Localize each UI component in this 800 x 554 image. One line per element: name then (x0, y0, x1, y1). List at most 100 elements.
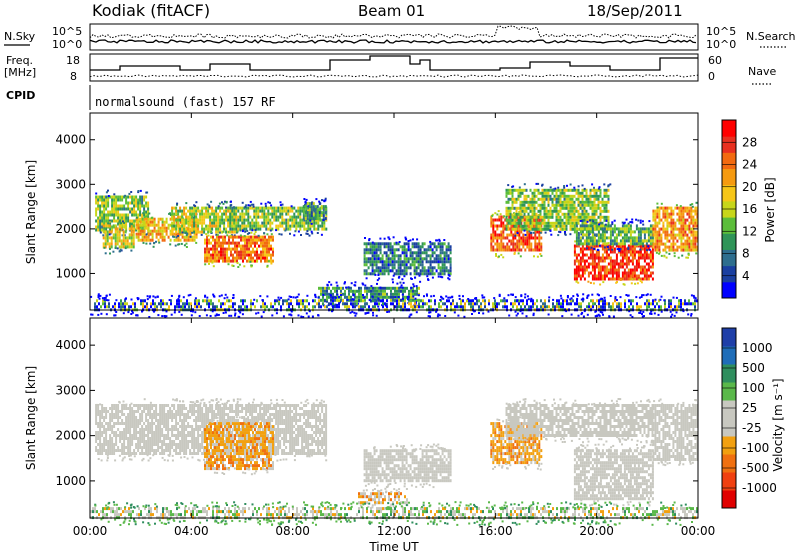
heatmap-cell (403, 263, 406, 267)
heatmap-cell (579, 191, 582, 195)
heatmap-cell (596, 299, 598, 303)
heatmap-cell (686, 242, 689, 246)
heatmap-cell (581, 221, 584, 225)
heatmap-cell (141, 213, 144, 217)
heatmap-cell (216, 244, 218, 248)
heatmap-cell (694, 242, 697, 246)
heatmap-cell (191, 235, 194, 239)
heatmap-cell (257, 206, 260, 210)
heatmap-cell (396, 289, 398, 293)
heatmap-cell (621, 271, 624, 275)
heatmap-cell (212, 244, 214, 248)
heatmap-cell (259, 224, 262, 228)
heatmap-cell (195, 209, 198, 213)
heatmap-cell (239, 234, 242, 237)
heatmap-cell (396, 302, 398, 306)
heatmap-cell (107, 219, 110, 223)
heatmap-cell (620, 305, 622, 309)
heatmap-cell (668, 233, 671, 237)
heatmap-cell (101, 219, 104, 223)
heatmap-cell (218, 238, 220, 242)
heatmap-cell (561, 200, 564, 204)
heatmap-cell (99, 213, 102, 217)
heatmap-cell (641, 230, 644, 234)
heatmap-cell (639, 256, 642, 260)
heatmap-cell (160, 305, 162, 309)
heatmap-cell (547, 191, 550, 195)
heatmap-cell (609, 271, 612, 275)
heatmap-cell (595, 262, 598, 266)
heatmap-cell (418, 274, 421, 277)
heatmap-cell (492, 233, 495, 237)
heatmap-cell (201, 215, 204, 219)
heatmap-cell (135, 235, 138, 239)
heatmap-cell (592, 302, 594, 306)
heatmap-cell (443, 260, 446, 264)
heatmap-cell (270, 262, 273, 265)
heatmap-cell (236, 262, 239, 264)
heatmap-cell (315, 227, 318, 231)
heatmap-cell (548, 296, 551, 299)
heatmap-cell (664, 236, 667, 240)
heatmap-cell (371, 266, 374, 270)
heatmap-cell (248, 241, 250, 245)
heatmap-cell (205, 212, 208, 216)
heatmap-cell (397, 248, 400, 252)
heatmap-cell (450, 302, 452, 306)
heatmap-cell (238, 256, 240, 260)
heatmap-cell (429, 245, 432, 249)
heatmap-cell (417, 257, 420, 261)
heatmap-cell (439, 272, 442, 276)
heatmap-cell (392, 236, 395, 239)
heatmap-cell (658, 209, 661, 213)
heatmap-cell (517, 191, 520, 195)
heatmap-cell (301, 209, 304, 213)
heatmap-cell (403, 275, 406, 278)
heatmap-cell (448, 299, 450, 303)
heatmap-cell (427, 245, 430, 249)
heatmap-cell (658, 248, 661, 252)
heatmap-cell (288, 302, 290, 306)
heatmap-cell (587, 230, 590, 234)
heatmap-cell (225, 218, 228, 222)
heatmap-cell (297, 206, 300, 210)
heatmap-cell (283, 218, 286, 222)
heatmap-cell (646, 249, 649, 252)
heatmap-cell (307, 206, 310, 210)
heatmap-cell (318, 305, 320, 309)
heatmap-cell (398, 302, 400, 306)
heatmap-cell (589, 247, 592, 251)
heatmap-cell (218, 241, 220, 245)
heatmap-cell (205, 215, 208, 219)
heatmap-cell (492, 239, 495, 243)
heatmap-cell (409, 254, 412, 258)
heatmap-cell (519, 224, 522, 228)
heatmap-cell (299, 206, 302, 210)
heatmap-cell (605, 203, 608, 207)
heatmap-cell (145, 220, 148, 224)
heatmap-cell (510, 302, 512, 306)
heatmap-cell (270, 244, 272, 248)
heatmap-cell (407, 266, 410, 270)
heatmap-cell (137, 213, 140, 217)
heatmap-cell (498, 242, 501, 246)
heatmap-cell (598, 186, 601, 189)
heatmap-cell (301, 218, 304, 222)
heatmap-cell (103, 195, 106, 199)
heatmap-cell (559, 188, 562, 192)
heatmap-cell (609, 224, 612, 228)
heatmap-cell (575, 188, 578, 192)
heatmap-cell (129, 201, 132, 205)
heatmap-cell (132, 224, 135, 228)
heatmap-cell (585, 233, 588, 237)
heatmap-cell (523, 229, 526, 232)
heatmap-cell (272, 250, 274, 254)
heatmap-cell (301, 221, 304, 225)
heatmap-cell (279, 224, 282, 228)
heatmap-cell (637, 265, 640, 269)
heatmap-cell (268, 241, 270, 245)
heatmap-cell (510, 248, 513, 252)
heatmap-cell (201, 218, 204, 222)
heatmap-cell (599, 227, 602, 231)
heatmap-cell (130, 224, 133, 228)
